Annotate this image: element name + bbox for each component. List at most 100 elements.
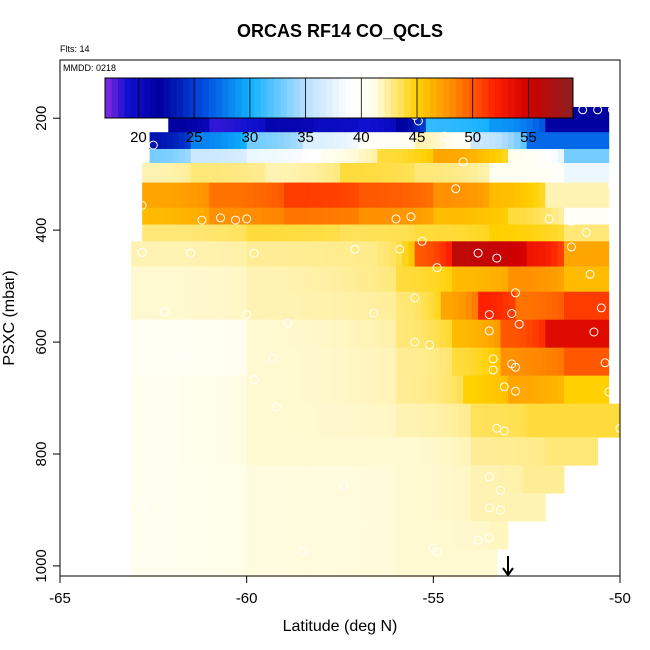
heat-cell bbox=[137, 291, 144, 321]
heat-cell bbox=[240, 437, 248, 466]
heat-cell bbox=[197, 319, 205, 349]
heat-cell bbox=[544, 132, 551, 150]
heat-cell bbox=[402, 319, 409, 349]
heat-cell bbox=[389, 224, 397, 242]
heat-cell bbox=[583, 291, 590, 321]
colorbar-swatch bbox=[228, 78, 236, 118]
heat-cell bbox=[306, 521, 313, 550]
heat-cell bbox=[539, 291, 547, 321]
heat-cell bbox=[130, 521, 138, 550]
heat-cell bbox=[204, 266, 211, 293]
y-axis-label: PSXC (mbar) bbox=[1, 270, 18, 365]
heat-cell bbox=[258, 224, 265, 242]
heat-cell bbox=[596, 148, 603, 164]
heat-cell bbox=[185, 224, 192, 242]
heat-cell bbox=[130, 375, 138, 405]
heat-cell bbox=[596, 403, 603, 438]
sample-point bbox=[567, 242, 576, 252]
heat-cell bbox=[408, 465, 416, 494]
heat-cell bbox=[545, 375, 552, 405]
heat-cell bbox=[346, 132, 353, 150]
heat-cell bbox=[358, 107, 366, 133]
heat-cell bbox=[190, 132, 198, 150]
heat-cell bbox=[276, 403, 283, 438]
heat-cell bbox=[155, 549, 162, 578]
y-tick-label: 1000 bbox=[33, 549, 50, 582]
colorbar-swatch bbox=[176, 78, 184, 118]
heat-cell bbox=[476, 224, 484, 242]
heat-cell bbox=[488, 465, 495, 494]
heat-cell bbox=[464, 266, 472, 293]
heat-cell bbox=[514, 437, 521, 466]
heat-cell bbox=[191, 224, 198, 242]
heat-cell bbox=[259, 132, 266, 150]
heat-cell bbox=[445, 403, 453, 438]
heat-cell bbox=[312, 549, 319, 578]
heat-cell bbox=[452, 266, 459, 293]
heat-cell bbox=[264, 403, 271, 438]
heat-cell bbox=[464, 347, 471, 377]
heat-cell bbox=[439, 493, 447, 522]
heat-cell bbox=[570, 148, 578, 164]
heat-cell bbox=[143, 403, 150, 438]
heat-cell bbox=[532, 224, 540, 242]
colorbar-swatch bbox=[436, 78, 444, 118]
heat-cell bbox=[352, 162, 360, 183]
heat-cell bbox=[191, 403, 199, 438]
heat-cell bbox=[173, 148, 180, 164]
heat-cell bbox=[191, 465, 199, 494]
sample-point bbox=[249, 375, 259, 385]
heat-cell bbox=[514, 224, 521, 242]
heat-cell bbox=[366, 465, 373, 494]
heat-cell bbox=[172, 162, 179, 183]
heat-cell bbox=[342, 403, 349, 438]
heat-cell bbox=[602, 266, 610, 293]
heat-cell bbox=[408, 132, 416, 150]
heat-cell bbox=[300, 241, 307, 267]
heat-cell bbox=[366, 549, 373, 578]
heat-cell bbox=[483, 241, 490, 267]
heat-cell bbox=[333, 132, 341, 150]
heat-cell bbox=[484, 549, 492, 578]
colorbar-swatch bbox=[449, 78, 457, 118]
heat-cell bbox=[354, 291, 361, 321]
heat-cell bbox=[402, 465, 409, 494]
heat-cell bbox=[408, 403, 416, 438]
heat-cell bbox=[452, 148, 459, 164]
heat-cell bbox=[478, 291, 485, 321]
colorbar-swatch bbox=[137, 78, 145, 118]
heat-cell bbox=[191, 493, 199, 522]
heat-cell bbox=[259, 207, 266, 225]
heat-cell bbox=[197, 549, 205, 578]
heat-cell bbox=[550, 132, 557, 150]
heat-cell bbox=[240, 266, 248, 293]
heat-cell bbox=[476, 375, 483, 405]
heat-cell bbox=[246, 224, 253, 242]
heat-cell bbox=[234, 403, 241, 438]
heat-cell bbox=[396, 549, 403, 578]
heat-cell bbox=[464, 162, 472, 183]
heat-cell bbox=[408, 291, 416, 321]
heat-cell bbox=[161, 437, 168, 466]
heat-cell bbox=[288, 291, 295, 321]
heat-cell bbox=[495, 437, 503, 466]
heat-cell bbox=[526, 182, 534, 209]
heat-cell bbox=[173, 375, 181, 405]
heat-cell bbox=[246, 266, 254, 293]
heat-cell bbox=[445, 207, 453, 225]
heat-cell bbox=[240, 132, 248, 150]
heat-cell bbox=[228, 207, 235, 225]
heat-cell bbox=[414, 465, 422, 494]
heat-cell bbox=[470, 132, 478, 150]
heat-cell bbox=[464, 132, 472, 150]
heat-cell bbox=[556, 182, 564, 209]
heat-cell bbox=[579, 403, 586, 438]
heat-cell bbox=[246, 465, 254, 494]
heat-cell bbox=[294, 319, 301, 349]
heat-cell bbox=[545, 107, 552, 133]
colorbar-swatch bbox=[293, 78, 301, 118]
heat-cell bbox=[552, 465, 559, 494]
heat-cell bbox=[483, 148, 490, 164]
heat-cell bbox=[597, 182, 604, 209]
heat-cell bbox=[526, 148, 534, 164]
